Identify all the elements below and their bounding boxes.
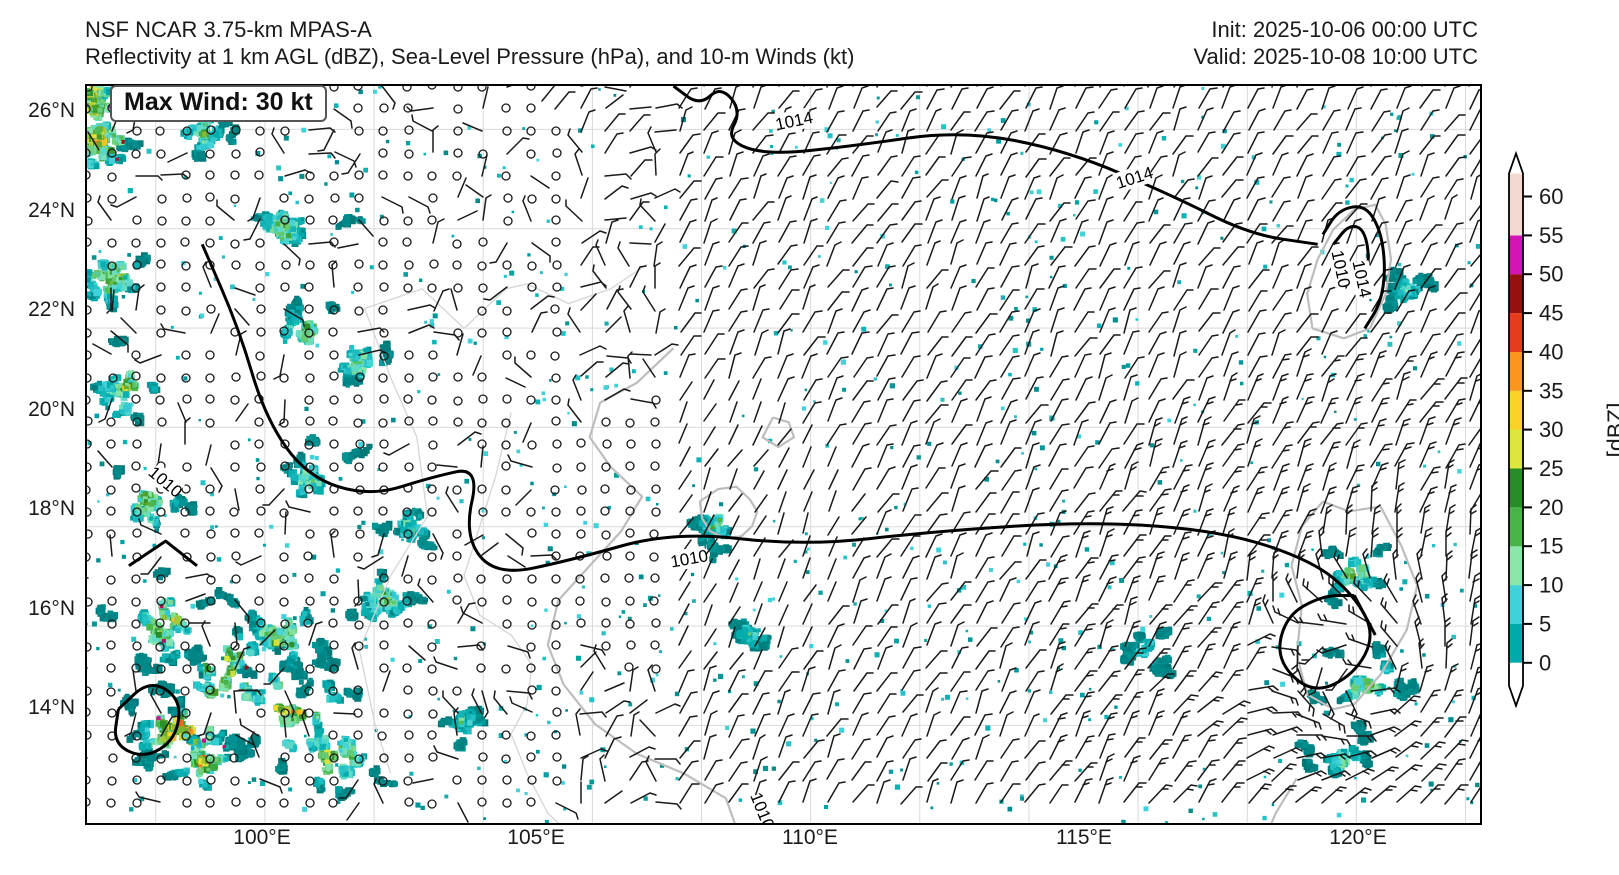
svg-text:50: 50 <box>1539 262 1563 287</box>
svg-text:1014: 1014 <box>774 108 815 134</box>
svg-text:25: 25 <box>1539 456 1563 481</box>
svg-text:15: 15 <box>1539 534 1563 559</box>
svg-text:35: 35 <box>1539 378 1563 403</box>
svg-text:10: 10 <box>1539 573 1563 598</box>
svg-text:0: 0 <box>1539 650 1551 675</box>
svg-text:1014: 1014 <box>1114 163 1156 193</box>
svg-text:45: 45 <box>1539 301 1563 326</box>
svg-text:55: 55 <box>1539 223 1563 248</box>
svg-text:20: 20 <box>1539 495 1563 520</box>
svg-text:5: 5 <box>1539 611 1551 636</box>
svg-text:60: 60 <box>1539 184 1563 209</box>
svg-text:1010: 1010 <box>746 790 778 823</box>
svg-text:30: 30 <box>1539 417 1563 442</box>
svg-text:1010: 1010 <box>1327 249 1353 290</box>
svg-text:40: 40 <box>1539 339 1563 364</box>
svg-text:1010: 1010 <box>669 546 710 571</box>
